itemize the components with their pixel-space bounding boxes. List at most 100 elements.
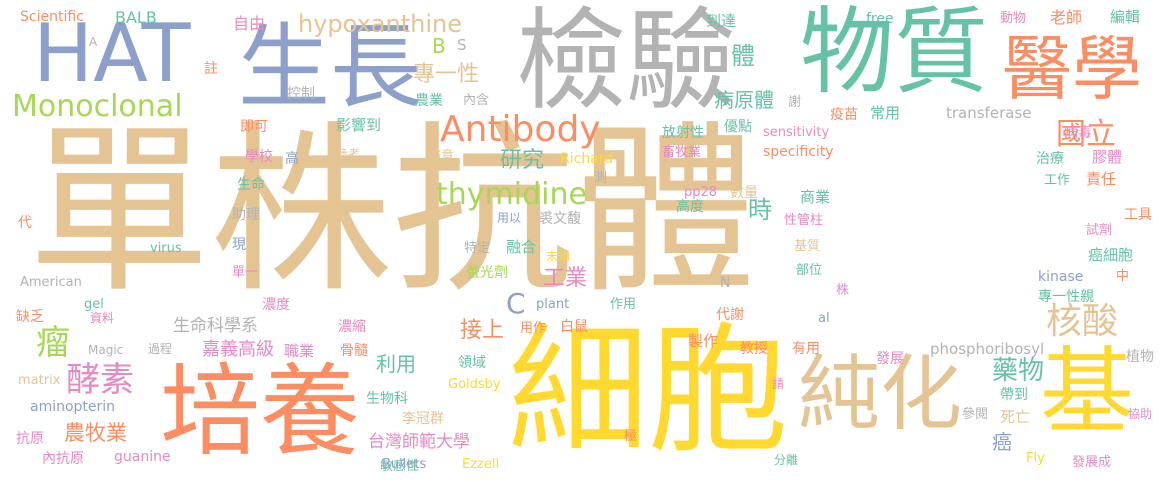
word-ying-guang-ji: 螢光劑: [466, 265, 508, 281]
word-jian-yan: 檢驗: [516, 0, 736, 125]
word-gong-ye: 工業: [543, 266, 588, 291]
word-zhi-wu: 植物: [1126, 349, 1154, 365]
word-ji: 基: [1040, 338, 1135, 447]
word-free: free: [866, 11, 894, 27]
word-jiao-shou: 教授: [740, 341, 768, 357]
word-gu-sui: 骨髓: [340, 343, 368, 359]
word-zhuan-yi-xing-qin: 專一性親: [1038, 289, 1094, 305]
word-richard: Richard: [560, 151, 614, 167]
word-yong-yi: 用以: [497, 211, 522, 225]
word-zuo-yong: 作用: [610, 297, 637, 312]
word-transferase: transferase: [946, 104, 1032, 122]
word-gao: 高: [285, 151, 299, 167]
word-tai-wan-shi-fan: 台灣師範大學: [368, 432, 470, 452]
word-xian: 現: [232, 237, 246, 253]
word-ezzell: Ezzell: [462, 457, 500, 472]
word-min-gan-xing: 敏感性: [380, 459, 420, 474]
word-te-ding: 特定: [464, 241, 491, 256]
word-dan-zhu-kang-ti: 單株抗體: [28, 105, 756, 317]
word-ai-xi-bao: 癌細胞: [1088, 246, 1134, 264]
word-gong-ju: 工具: [1124, 207, 1152, 223]
word-al: al: [818, 311, 830, 326]
word-nong-mu-ye: 農牧業: [64, 421, 127, 445]
word-zhuan-yi-xing: 專一性: [413, 62, 480, 87]
word-magic: Magic: [88, 343, 124, 357]
word-ai: 癌: [992, 430, 1012, 454]
word-ji-zhi: 基質: [794, 239, 821, 254]
word-dai-dao: 帶到: [1000, 387, 1028, 403]
word-guo-li: 國立: [1056, 117, 1116, 152]
word-jiao-ti: 膠體: [1092, 148, 1123, 166]
word-antibody: Antibody: [440, 109, 601, 150]
word-scientific: Scientific: [20, 9, 84, 25]
word-bullets: Bullets: [382, 457, 427, 472]
word-ce: 測: [594, 171, 608, 186]
word-yan-jiu: 研究: [500, 148, 545, 173]
word-yi-xue: 醫學: [1002, 28, 1142, 110]
word-xie-zhu: 協助: [1128, 407, 1153, 421]
word-xie: 謝: [788, 95, 802, 110]
word-jia-yi-gao-ji: 嘉義高級: [202, 339, 274, 360]
word-zhi-ye: 職業: [284, 342, 315, 360]
word-nong-du: 濃度: [262, 297, 290, 313]
word-shang-ye: 商業: [800, 188, 831, 206]
word-kong-zhi: 控制: [287, 86, 315, 102]
word-bu-wei: 部位: [796, 263, 823, 278]
word-rong-he: 融合: [506, 238, 537, 256]
word-bing-yuan-ti: 病原體: [714, 88, 774, 112]
word-qing: 請: [772, 377, 785, 391]
word-you-dian: 優點: [724, 119, 752, 135]
word-gong-zuo: 工作: [1044, 173, 1071, 188]
word-nei-kang-yuan: 內抗原: [42, 451, 84, 467]
word-fang-she-xing: 放射性: [662, 125, 704, 141]
word-you-yong: 有用: [792, 341, 820, 357]
word-liu: 瘤: [36, 323, 70, 363]
word-can-yue: 參閱: [962, 407, 989, 422]
word-gel: gel: [84, 297, 104, 312]
word-xi-bao: 細胞: [508, 310, 789, 473]
word-phosphoribosyl: phosphoribosyl: [930, 340, 1045, 358]
word-sheng-wu-ke: 生物科: [366, 391, 408, 407]
word-xu-mu-ye: 畜牧業: [662, 145, 702, 160]
word-fa-zhan: 發展: [876, 351, 904, 367]
word-zhi-zuo: 製作: [688, 332, 719, 350]
word-pei-yang: 培養: [160, 353, 360, 470]
word-sui-yi: 隨意: [428, 149, 455, 164]
word-ji-ke: 即可: [240, 119, 268, 135]
word-kang-yuan: 抗原: [16, 431, 44, 447]
word-xue-xiao: 學校: [245, 149, 273, 165]
word-chang-yong: 常用: [870, 104, 901, 122]
word-american: American: [20, 275, 82, 290]
word-guanine: guanine: [114, 449, 171, 465]
word-he-suan: 核酸: [1046, 301, 1119, 342]
word-li-guan-qun: 李冠群: [402, 411, 444, 427]
word-nei-han: 內含: [463, 93, 490, 108]
word-plant: plant: [536, 297, 570, 312]
word-sensitivity: sensitivity: [763, 125, 830, 140]
word-goldsby: Goldsby: [448, 377, 501, 392]
word-jie-shang: 接上: [460, 318, 505, 343]
word-fly: Fly: [1026, 451, 1045, 466]
word-dong-wu: 動物: [1000, 11, 1027, 26]
word-yi-miao: 疫苗: [830, 107, 858, 123]
word-b: B: [432, 34, 446, 58]
word-dan-yi: 單一: [232, 265, 259, 280]
word-wu-zhi: 物質: [800, 0, 989, 107]
word-matrix: matrix: [18, 373, 61, 388]
word-thymidine: thymidine: [436, 177, 587, 212]
word-s: S: [457, 36, 467, 54]
word-dai-xie: 代謝: [716, 307, 744, 323]
word-jiao-su: 酵素: [66, 360, 134, 400]
word-hat: HAT: [33, 7, 191, 100]
word-lao-shi: 老師: [1050, 8, 1083, 27]
word-ji-extreme: 極: [624, 429, 638, 444]
word-que-fa: 缺乏: [16, 309, 44, 325]
word-c: C: [506, 287, 526, 320]
word-ti: 體: [731, 42, 755, 70]
word-n: N: [720, 275, 731, 291]
word-fen-li: 分離: [774, 453, 799, 467]
word-sheng-ming: 生命: [237, 177, 265, 193]
word-zhong: 中: [1116, 269, 1130, 284]
word-bai-shu: 白鼠: [560, 319, 588, 335]
